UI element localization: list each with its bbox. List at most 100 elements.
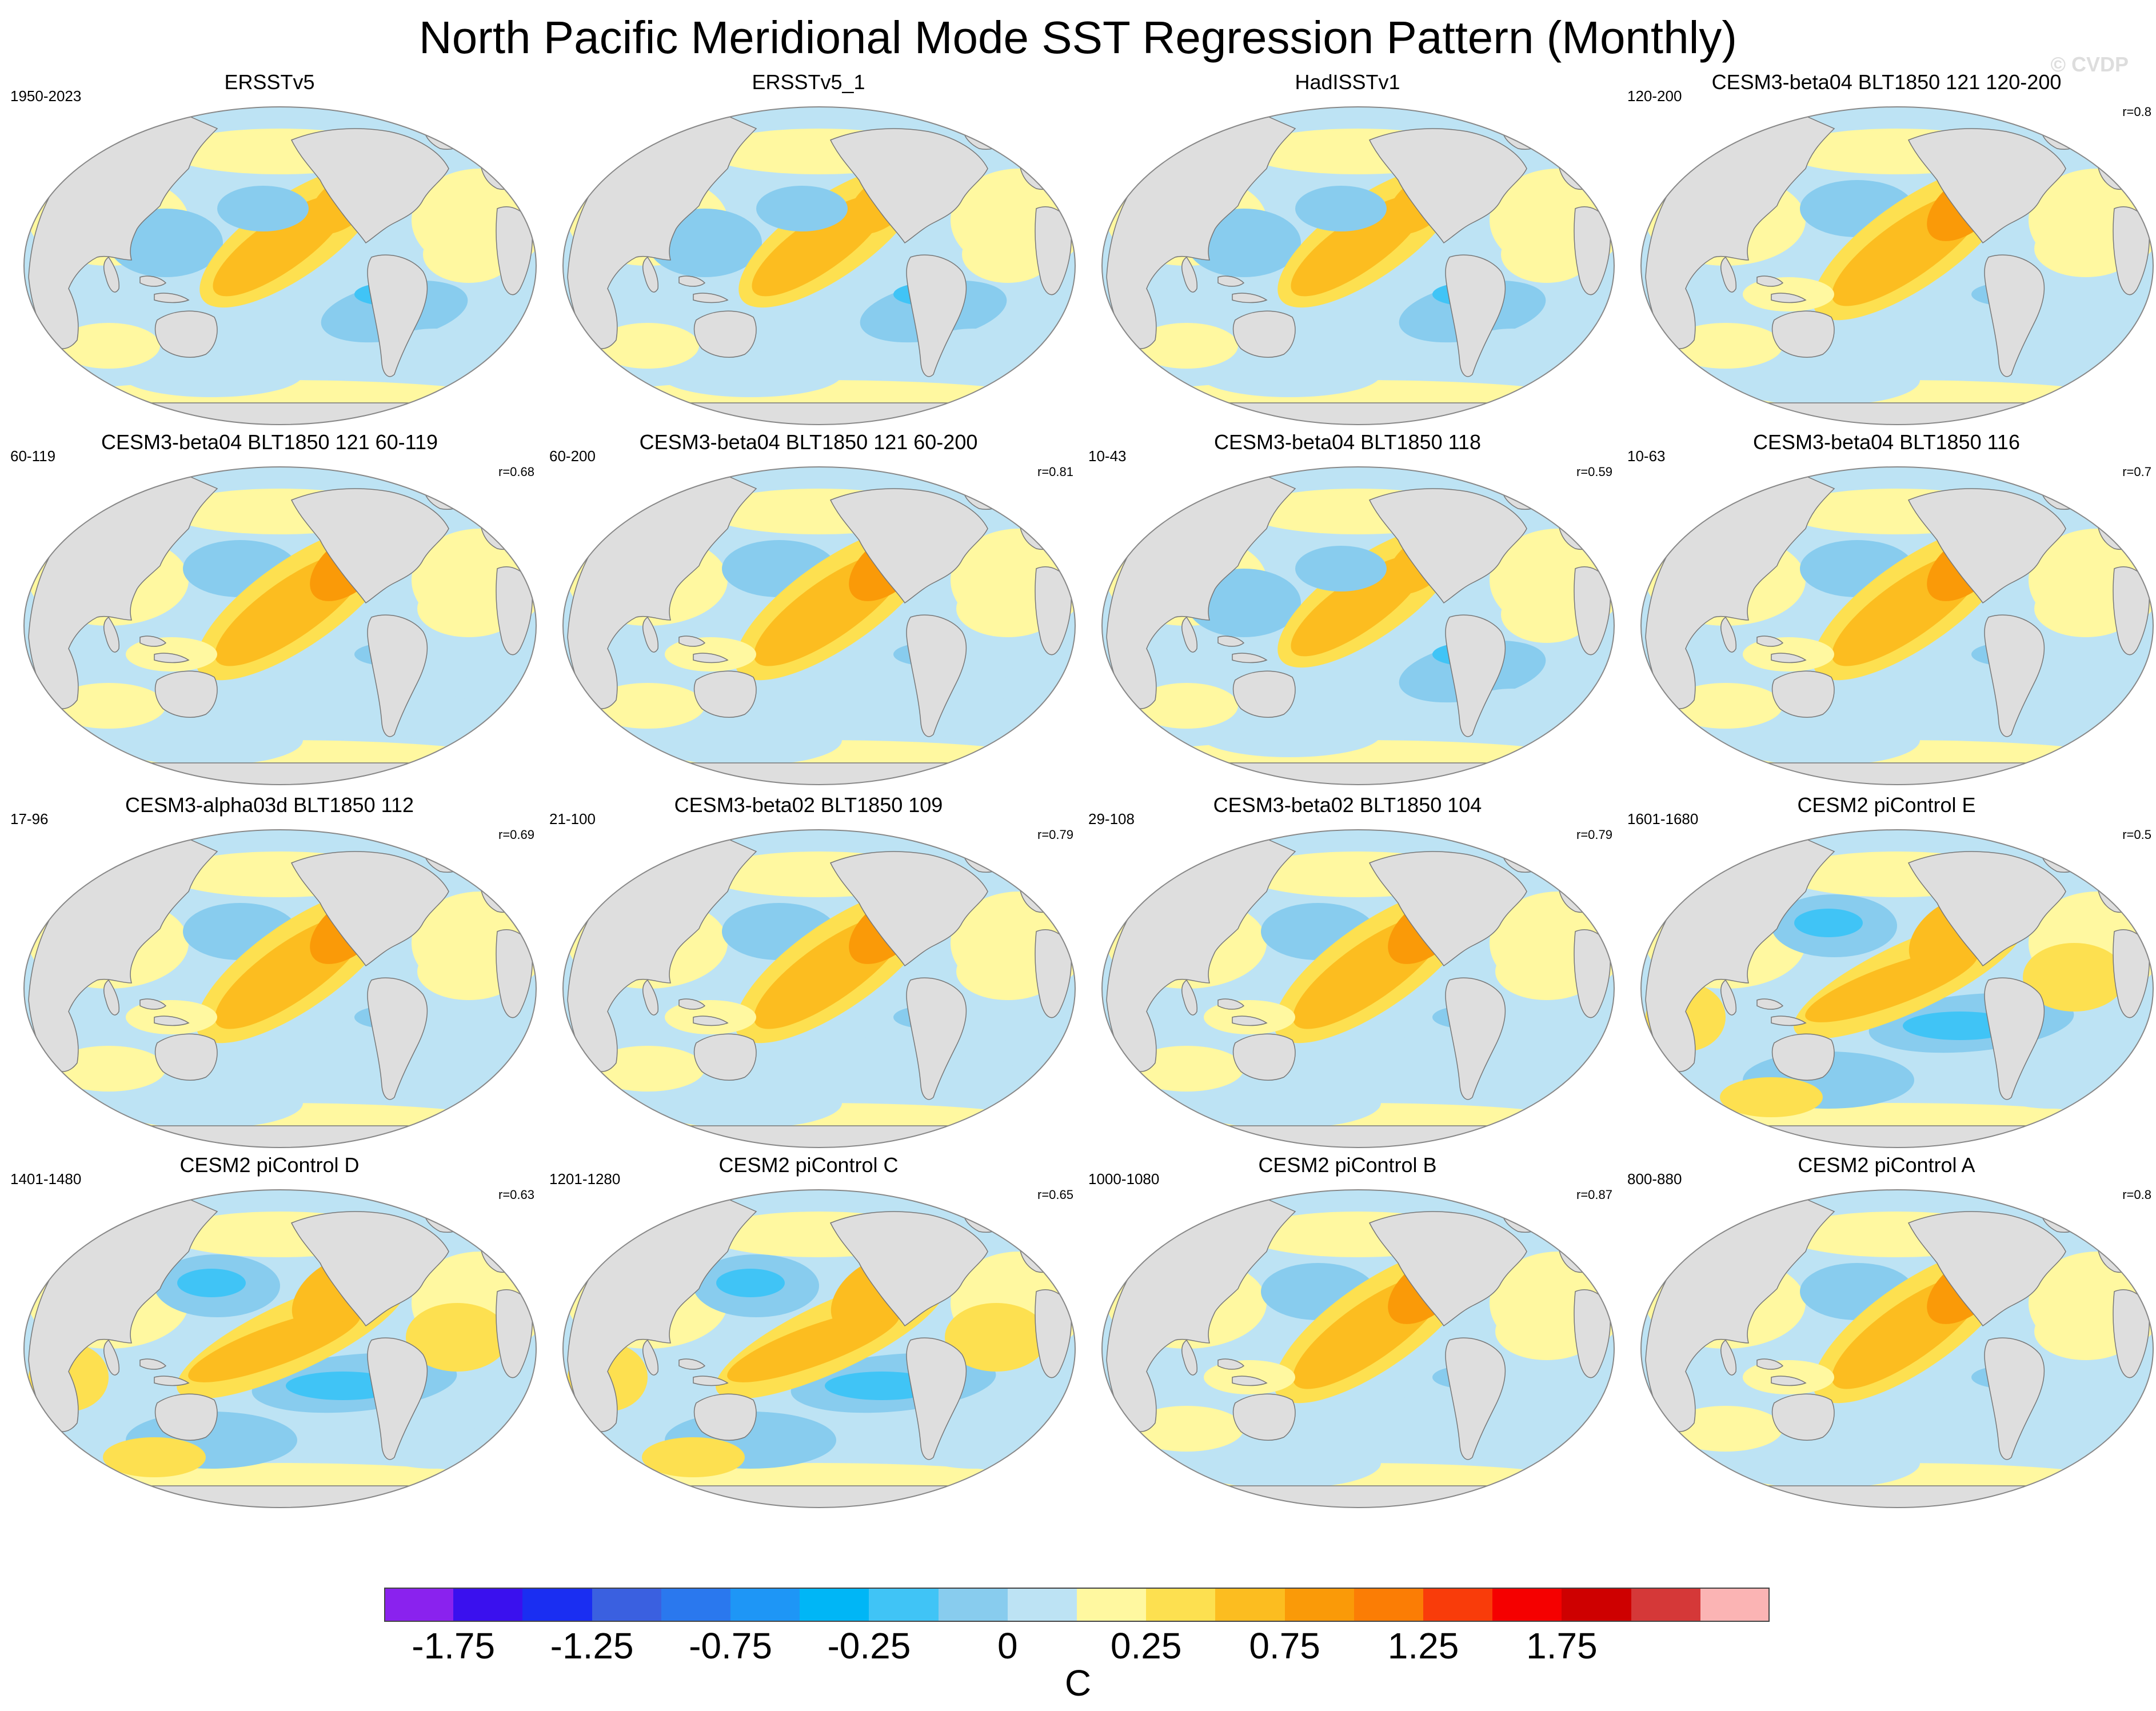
colorbar-swatch [661, 1588, 731, 1622]
colorbar-swatch [592, 1588, 662, 1622]
colorbar-swatch [1700, 1588, 1770, 1622]
map-panel: HadISSTv1 [1078, 63, 1617, 429]
sst-map [1101, 106, 1615, 425]
colorbar-swatch [730, 1588, 800, 1622]
map-panel: CESM3-beta02 BLT1850 104 29-108 r=0.79 [1078, 786, 1617, 1152]
colorbar-swatch [1146, 1588, 1216, 1622]
colorbar-tick-label: -1.25 [550, 1625, 634, 1666]
sst-map [23, 106, 537, 425]
sst-map [1101, 466, 1615, 785]
sst-map [562, 1189, 1076, 1508]
colorbar-swatch [1215, 1588, 1285, 1622]
panel-title: CESM3-beta02 BLT1850 104 [1213, 793, 1482, 817]
colorbar-tick-label: -0.25 [827, 1625, 911, 1666]
map-panel: CESM2 piControl E 1601-1680 r=0.5 [1617, 786, 2156, 1152]
panel-period-label: 60-200 [549, 447, 596, 465]
globe-outline [1101, 1189, 1615, 1508]
figure-title: North Pacific Meridional Mode SST Regres… [418, 12, 1738, 63]
panel-period-label: 1201-1280 [549, 1170, 621, 1188]
colorbar-tick-label: 1.75 [1526, 1625, 1598, 1666]
colorbar-tick-label: -1.75 [412, 1625, 496, 1666]
colorbar-swatch [453, 1588, 523, 1622]
panel-title: CESM3-beta04 BLT1850 121 60-119 [101, 430, 438, 454]
colorbar-swatch [1631, 1588, 1701, 1622]
map-panel: CESM3-beta04 BLT1850 121 60-200 60-200 r=0… [539, 423, 1078, 789]
panel-period-label: 1401-1480 [10, 1170, 82, 1188]
colorbar-swatch [384, 1588, 454, 1622]
globe-outline [562, 1189, 1076, 1508]
panel-correlation-label: r=0.79 [1037, 827, 1073, 842]
globe-outline [1101, 466, 1615, 785]
colorbar-swatch [1007, 1588, 1077, 1622]
sst-map [23, 1189, 537, 1508]
panel-correlation-label: r=0.68 [498, 465, 534, 479]
panel-period-label: 29-108 [1088, 810, 1135, 827]
colorbar-swatch [1492, 1588, 1562, 1622]
sst-map [562, 106, 1076, 425]
panel-title: CESM2 piControl B [1258, 1153, 1437, 1177]
panel-title: ERSSTv5 [224, 70, 315, 94]
sst-map [1640, 466, 2154, 785]
globe-outline [1101, 106, 1615, 425]
watermark: © CVDP [2050, 53, 2129, 76]
sst-map [562, 466, 1076, 785]
colorbar-tick-label: 1.25 [1387, 1625, 1459, 1666]
map-panel: CESM2 piControl A 800-880 r=0.8 [1617, 1146, 2156, 1512]
panel-correlation-label: r=0.59 [1576, 465, 1612, 479]
panel-title: CESM2 piControl E [1797, 793, 1976, 817]
globe-outline [23, 106, 537, 425]
globe-outline [1640, 466, 2154, 785]
globe-outline [1101, 829, 1615, 1148]
panel-title: CESM2 piControl A [1798, 1153, 1975, 1177]
panel-correlation-label: r=0.87 [1576, 1188, 1612, 1202]
panel-period-label: 17-96 [10, 810, 49, 827]
panel-period-label: 10-43 [1088, 447, 1127, 465]
panel-period-label: 60-119 [10, 447, 56, 465]
panel-period-label: 10-63 [1627, 447, 1666, 465]
map-panel: CESM3-beta02 BLT1850 109 21-100 r=0.79 [539, 786, 1078, 1152]
colorbar-tick-label: 0.25 [1110, 1625, 1182, 1666]
panel-correlation-label: r=0.81 [1037, 465, 1073, 479]
sst-map [1640, 106, 2154, 425]
sst-map [23, 829, 537, 1148]
panel-correlation-label: r=0.63 [498, 1188, 534, 1202]
globe-outline [23, 1189, 537, 1508]
globe-outline [562, 466, 1076, 785]
panel-title: CESM2 piControl D [179, 1153, 360, 1177]
panel-title: HadISSTv1 [1295, 70, 1400, 94]
colorbar-unit: C [1064, 1662, 1092, 1704]
colorbar-swatch [1354, 1588, 1424, 1622]
map-panel: CESM3-beta04 BLT1850 116 10-63 r=0.7 [1617, 423, 2156, 789]
colorbar-swatch [938, 1588, 1008, 1622]
sst-map [1640, 829, 2154, 1148]
globe-outline [1640, 1189, 2154, 1508]
panel-correlation-label: r=0.8 [2122, 1188, 2151, 1202]
colorbar-swatch [522, 1588, 593, 1622]
panel-correlation-label: r=0.5 [2122, 827, 2151, 842]
panel-title: ERSSTv5_1 [752, 70, 865, 94]
panel-title: CESM3-beta04 BLT1850 121 60-200 [639, 430, 978, 454]
globe-outline [23, 829, 537, 1148]
globe-outline [1640, 106, 2154, 425]
panel-title: CESM3-beta02 BLT1850 109 [674, 793, 943, 817]
colorbar-tick-label: 0 [997, 1625, 1018, 1666]
globe-outline [562, 106, 1076, 425]
colorbar-swatch [1284, 1588, 1355, 1622]
panel-title: CESM3-beta04 BLT1850 121 120-200 [1711, 70, 2062, 94]
panel-period-label: 21-100 [549, 810, 596, 827]
colorbar-tick-label: 0.75 [1249, 1625, 1320, 1666]
map-panel: ERSSTv5_1 [539, 63, 1078, 429]
globe-outline [1640, 829, 2154, 1148]
colorbar-swatch [1562, 1588, 1632, 1622]
panel-title: CESM2 piControl C [718, 1153, 899, 1177]
map-panel: ERSSTv5 1950-2023 [0, 63, 539, 429]
colorbar-swatch [869, 1588, 939, 1622]
colorbar [384, 1588, 1770, 1622]
panel-correlation-label: r=0.8 [2122, 105, 2151, 119]
panel-period-label: 1601-1680 [1627, 810, 1699, 827]
map-panel: CESM2 piControl C 1201-1280 r=0.65 [539, 1146, 1078, 1512]
panel-correlation-label: r=0.69 [498, 827, 534, 842]
panel-period-label: 1950-2023 [10, 87, 82, 105]
panel-title: CESM3-beta04 BLT1850 118 [1214, 430, 1481, 454]
sst-map [23, 466, 537, 785]
